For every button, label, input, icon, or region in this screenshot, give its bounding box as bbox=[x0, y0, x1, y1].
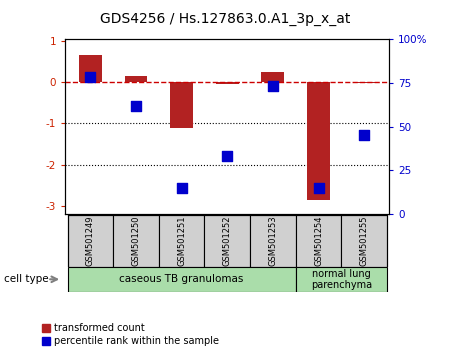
Text: GSM501255: GSM501255 bbox=[360, 216, 369, 266]
Text: GSM501251: GSM501251 bbox=[177, 216, 186, 266]
Text: cell type: cell type bbox=[4, 274, 49, 284]
Text: GDS4256 / Hs.127863.0.A1_3p_x_at: GDS4256 / Hs.127863.0.A1_3p_x_at bbox=[100, 12, 350, 27]
Point bbox=[178, 185, 185, 191]
Point bbox=[360, 132, 368, 138]
FancyBboxPatch shape bbox=[204, 215, 250, 267]
FancyBboxPatch shape bbox=[68, 215, 113, 267]
Text: normal lung
parenchyma: normal lung parenchyma bbox=[311, 268, 372, 290]
Bar bbox=[125, 76, 148, 82]
Bar bbox=[261, 72, 284, 82]
Text: caseous TB granulomas: caseous TB granulomas bbox=[119, 274, 244, 284]
FancyBboxPatch shape bbox=[296, 215, 342, 267]
Text: GSM501252: GSM501252 bbox=[223, 216, 232, 266]
Text: GSM501250: GSM501250 bbox=[131, 216, 140, 266]
Bar bbox=[216, 82, 239, 84]
Point bbox=[315, 185, 322, 191]
Point bbox=[87, 75, 94, 80]
Point bbox=[132, 103, 140, 108]
Legend: transformed count, percentile rank within the sample: transformed count, percentile rank withi… bbox=[41, 322, 220, 347]
Bar bbox=[307, 82, 330, 200]
FancyBboxPatch shape bbox=[296, 267, 387, 292]
Bar bbox=[353, 82, 376, 83]
Point bbox=[224, 154, 231, 159]
FancyBboxPatch shape bbox=[342, 215, 387, 267]
Point bbox=[269, 84, 276, 89]
FancyBboxPatch shape bbox=[113, 215, 159, 267]
Bar bbox=[170, 82, 193, 127]
FancyBboxPatch shape bbox=[250, 215, 296, 267]
Bar bbox=[79, 56, 102, 82]
FancyBboxPatch shape bbox=[68, 267, 296, 292]
Text: GSM501254: GSM501254 bbox=[314, 216, 323, 266]
Text: GSM501249: GSM501249 bbox=[86, 216, 95, 266]
FancyBboxPatch shape bbox=[159, 215, 204, 267]
Text: GSM501253: GSM501253 bbox=[268, 216, 277, 267]
